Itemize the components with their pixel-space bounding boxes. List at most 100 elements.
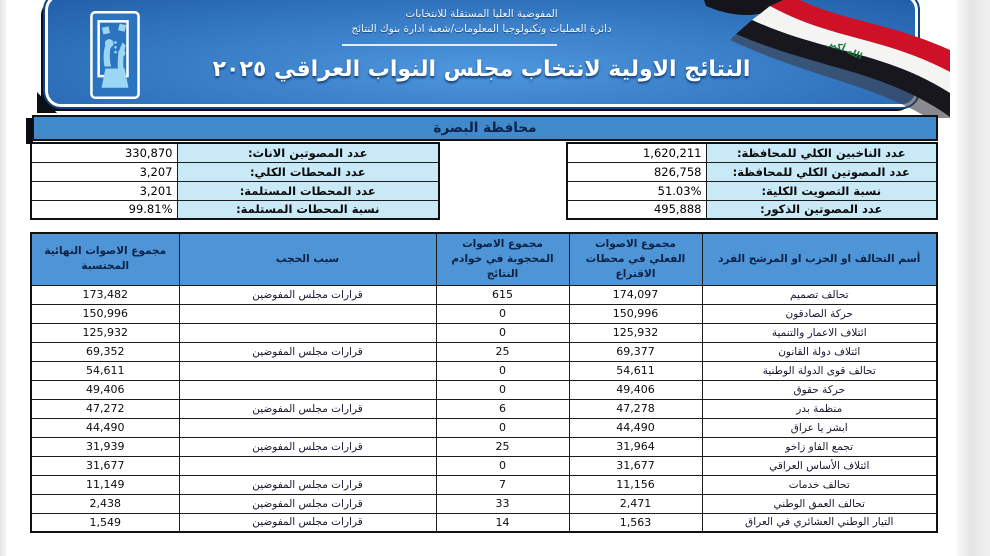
cell-actual-votes: 125,932 <box>568 322 703 343</box>
cell-entity-name: تحالف تصميم <box>701 284 938 305</box>
cell-withhold-reason: قرارات مجلس المفوضين <box>178 436 437 457</box>
result-row: منظمة بدر 47,278 6 قرارات مجلس المفوضين 47,2… <box>30 398 938 419</box>
summary-label: نسبة التصويت الكلية: <box>705 180 938 201</box>
cell-entity-name: تحالف قوى الدولة الوطنية <box>701 360 938 381</box>
cell-entity-name: ابشر يا عراق <box>701 417 938 438</box>
cell-final-votes: 2,438 <box>30 493 180 514</box>
cell-final-votes: 11,149 <box>30 474 180 495</box>
cell-actual-votes: 54,611 <box>568 360 703 381</box>
cell-withhold-reason: قرارات مجلس المفوضين <box>178 398 437 419</box>
cell-final-votes: 150,996 <box>30 303 180 324</box>
result-row: ائتلاف الاعمار والتنمية 125,932 0 125,932 <box>30 322 938 343</box>
result-row: ائتلاف الأساس العراقي 31,677 0 31,677 <box>30 455 938 476</box>
cell-entity-name: ائتلاف الاعمار والتنمية <box>701 322 938 343</box>
cell-actual-votes: 2,471 <box>568 493 703 514</box>
cell-final-votes: 49,406 <box>30 379 180 400</box>
results-header-row: أسم التحالف او الحزب او المرشح الفرد مجم… <box>30 232 938 286</box>
summary-value: 330,870 <box>30 142 178 163</box>
cell-entity-name: تحالف خدمات <box>701 474 938 495</box>
cell-withheld-votes: 0 <box>435 322 570 343</box>
summary-row: نسبة التصويت الكلية: 51.03% <box>566 180 938 201</box>
results-tbody: تحالف تصميم 174,097 615 قرارات مجلس المفوضي… <box>30 284 938 533</box>
cell-withhold-reason: قرارات مجلس المفوضين <box>178 512 437 533</box>
cell-final-votes: 125,932 <box>30 322 180 343</box>
page-edge-right <box>956 0 990 556</box>
ihec-logo-icon <box>90 10 140 100</box>
cell-entity-name: ائتلاف الأساس العراقي <box>701 455 938 476</box>
cell-entity-name: التيار الوطني العشائري في العراق <box>701 512 938 533</box>
summary-row: نسبة المحطات المستلمة: 99.81% <box>30 199 440 220</box>
cell-actual-votes: 150,996 <box>568 303 703 324</box>
result-row: حركة الصادقون 150,996 0 150,996 <box>30 303 938 324</box>
cell-withhold-reason <box>178 322 437 343</box>
cell-withhold-reason <box>178 360 437 381</box>
col-header-final-votes: مجموع الاصوات النهائية المحتسبة <box>30 232 180 286</box>
result-row: حركة حقوق 49,406 0 49,406 <box>30 379 938 400</box>
cell-final-votes: 44,490 <box>30 417 180 438</box>
summary-label: نسبة المحطات المستلمة: <box>176 199 440 220</box>
summary-value: 826,758 <box>566 161 707 182</box>
cell-actual-votes: 44,490 <box>568 417 703 438</box>
result-row: ابشر يا عراق 44,490 0 44,490 <box>30 417 938 438</box>
col-header-entity-name: أسم التحالف او الحزب او المرشح الفرد <box>701 232 938 286</box>
cell-final-votes: 173,482 <box>30 284 180 305</box>
cell-withheld-votes: 33 <box>435 493 570 514</box>
cell-entity-name: حركة الصادقون <box>701 303 938 324</box>
governorate-title: محافظة البصرة <box>433 120 537 136</box>
summary-label: عدد الناخبين الكلي للمحافظة: <box>705 142 938 163</box>
cell-entity-name: تحالف العمق الوطني <box>701 493 938 514</box>
summary-row: عدد المحطات الكلي: 3,207 <box>30 161 440 182</box>
col-header-actual-votes: مجموع الاصوات الفعلي في محطات الاقتراع <box>568 232 703 286</box>
cell-entity-name: ائتلاف دولة القانون <box>701 341 938 362</box>
cell-withheld-votes: 615 <box>435 284 570 305</box>
summary-label: عدد المصوتين الاناث: <box>176 142 440 163</box>
cell-actual-votes: 31,964 <box>568 436 703 457</box>
cell-final-votes: 47,272 <box>30 398 180 419</box>
cell-withheld-votes: 0 <box>435 360 570 381</box>
cell-withheld-votes: 0 <box>435 303 570 324</box>
summary-left-table: عدد المصوتين الاناث: 330,870 عدد المحطات… <box>30 142 440 220</box>
cell-final-votes: 31,677 <box>30 455 180 476</box>
page-edge-left <box>0 0 7 556</box>
summary-right-table: عدد الناخبين الكلي للمحافظة: 1,620,211 ع… <box>566 142 938 220</box>
summary-row: عدد المصوتين الذكور: 495,888 <box>566 199 938 220</box>
result-row: تحالف العمق الوطني 2,471 33 قرارات مجلس الم… <box>30 493 938 514</box>
cell-withheld-votes: 0 <box>435 455 570 476</box>
governorate-bar: محافظة البصرة <box>26 115 938 144</box>
cell-final-votes: 31,939 <box>30 436 180 457</box>
summary-value: 51.03% <box>566 180 707 201</box>
cell-withheld-votes: 6 <box>435 398 570 419</box>
cell-withhold-reason <box>178 379 437 400</box>
summary-label: عدد المصوتين الذكور: <box>705 199 938 220</box>
cell-withhold-reason <box>178 303 437 324</box>
result-row: التيار الوطني العشائري في العراق 1,563 14 ق… <box>30 512 938 533</box>
cell-withheld-votes: 0 <box>435 379 570 400</box>
cell-withhold-reason <box>178 455 437 476</box>
summary-value: 1,620,211 <box>566 142 707 163</box>
summary-label: عدد المحطات الكلي: <box>176 161 440 182</box>
summary-label: عدد المصوتين الكلي للمحافظة: <box>705 161 938 182</box>
col-header-withheld-votes: مجموع الاصوات المحجوبة في خوادم النتائج <box>435 232 570 286</box>
cell-withheld-votes: 25 <box>435 341 570 362</box>
cell-entity-name: حركة حقوق <box>701 379 938 400</box>
result-row: تحالف تصميم 174,097 615 قرارات مجلس المفوضي… <box>30 284 938 305</box>
col-header-withhold-reason: سبب الحجب <box>178 232 437 286</box>
result-row: تحالف قوى الدولة الوطنية 54,611 0 54,611 <box>30 360 938 381</box>
cell-final-votes: 69,352 <box>30 341 180 362</box>
summary-row: عدد المحطات المستلمة: 3,201 <box>30 180 440 201</box>
org-line-2: دائرة العمليات وتكنولوجيا المعلومات/شعبة… <box>351 23 612 35</box>
cell-withheld-votes: 14 <box>435 512 570 533</box>
result-row: تحالف خدمات 11,156 7 قرارات مجلس المفوضين 11… <box>30 474 938 495</box>
cell-entity-name: منظمة بدر <box>701 398 938 419</box>
cell-actual-votes: 174,097 <box>568 284 703 305</box>
cell-withhold-reason: قرارات مجلس المفوضين <box>178 284 437 305</box>
banner-title: النتائج الاولية لانتخاب مجلس النواب العر… <box>212 57 751 82</box>
cell-entity-name: تجمع الفاو زاخو <box>701 436 938 457</box>
summary-value: 99.81% <box>30 199 178 220</box>
summary-value: 495,888 <box>566 199 707 220</box>
cell-withheld-votes: 25 <box>435 436 570 457</box>
cell-actual-votes: 31,677 <box>568 455 703 476</box>
cell-withhold-reason: قرارات مجلس المفوضين <box>178 493 437 514</box>
cell-actual-votes: 69,377 <box>568 341 703 362</box>
cell-actual-votes: 11,156 <box>568 474 703 495</box>
